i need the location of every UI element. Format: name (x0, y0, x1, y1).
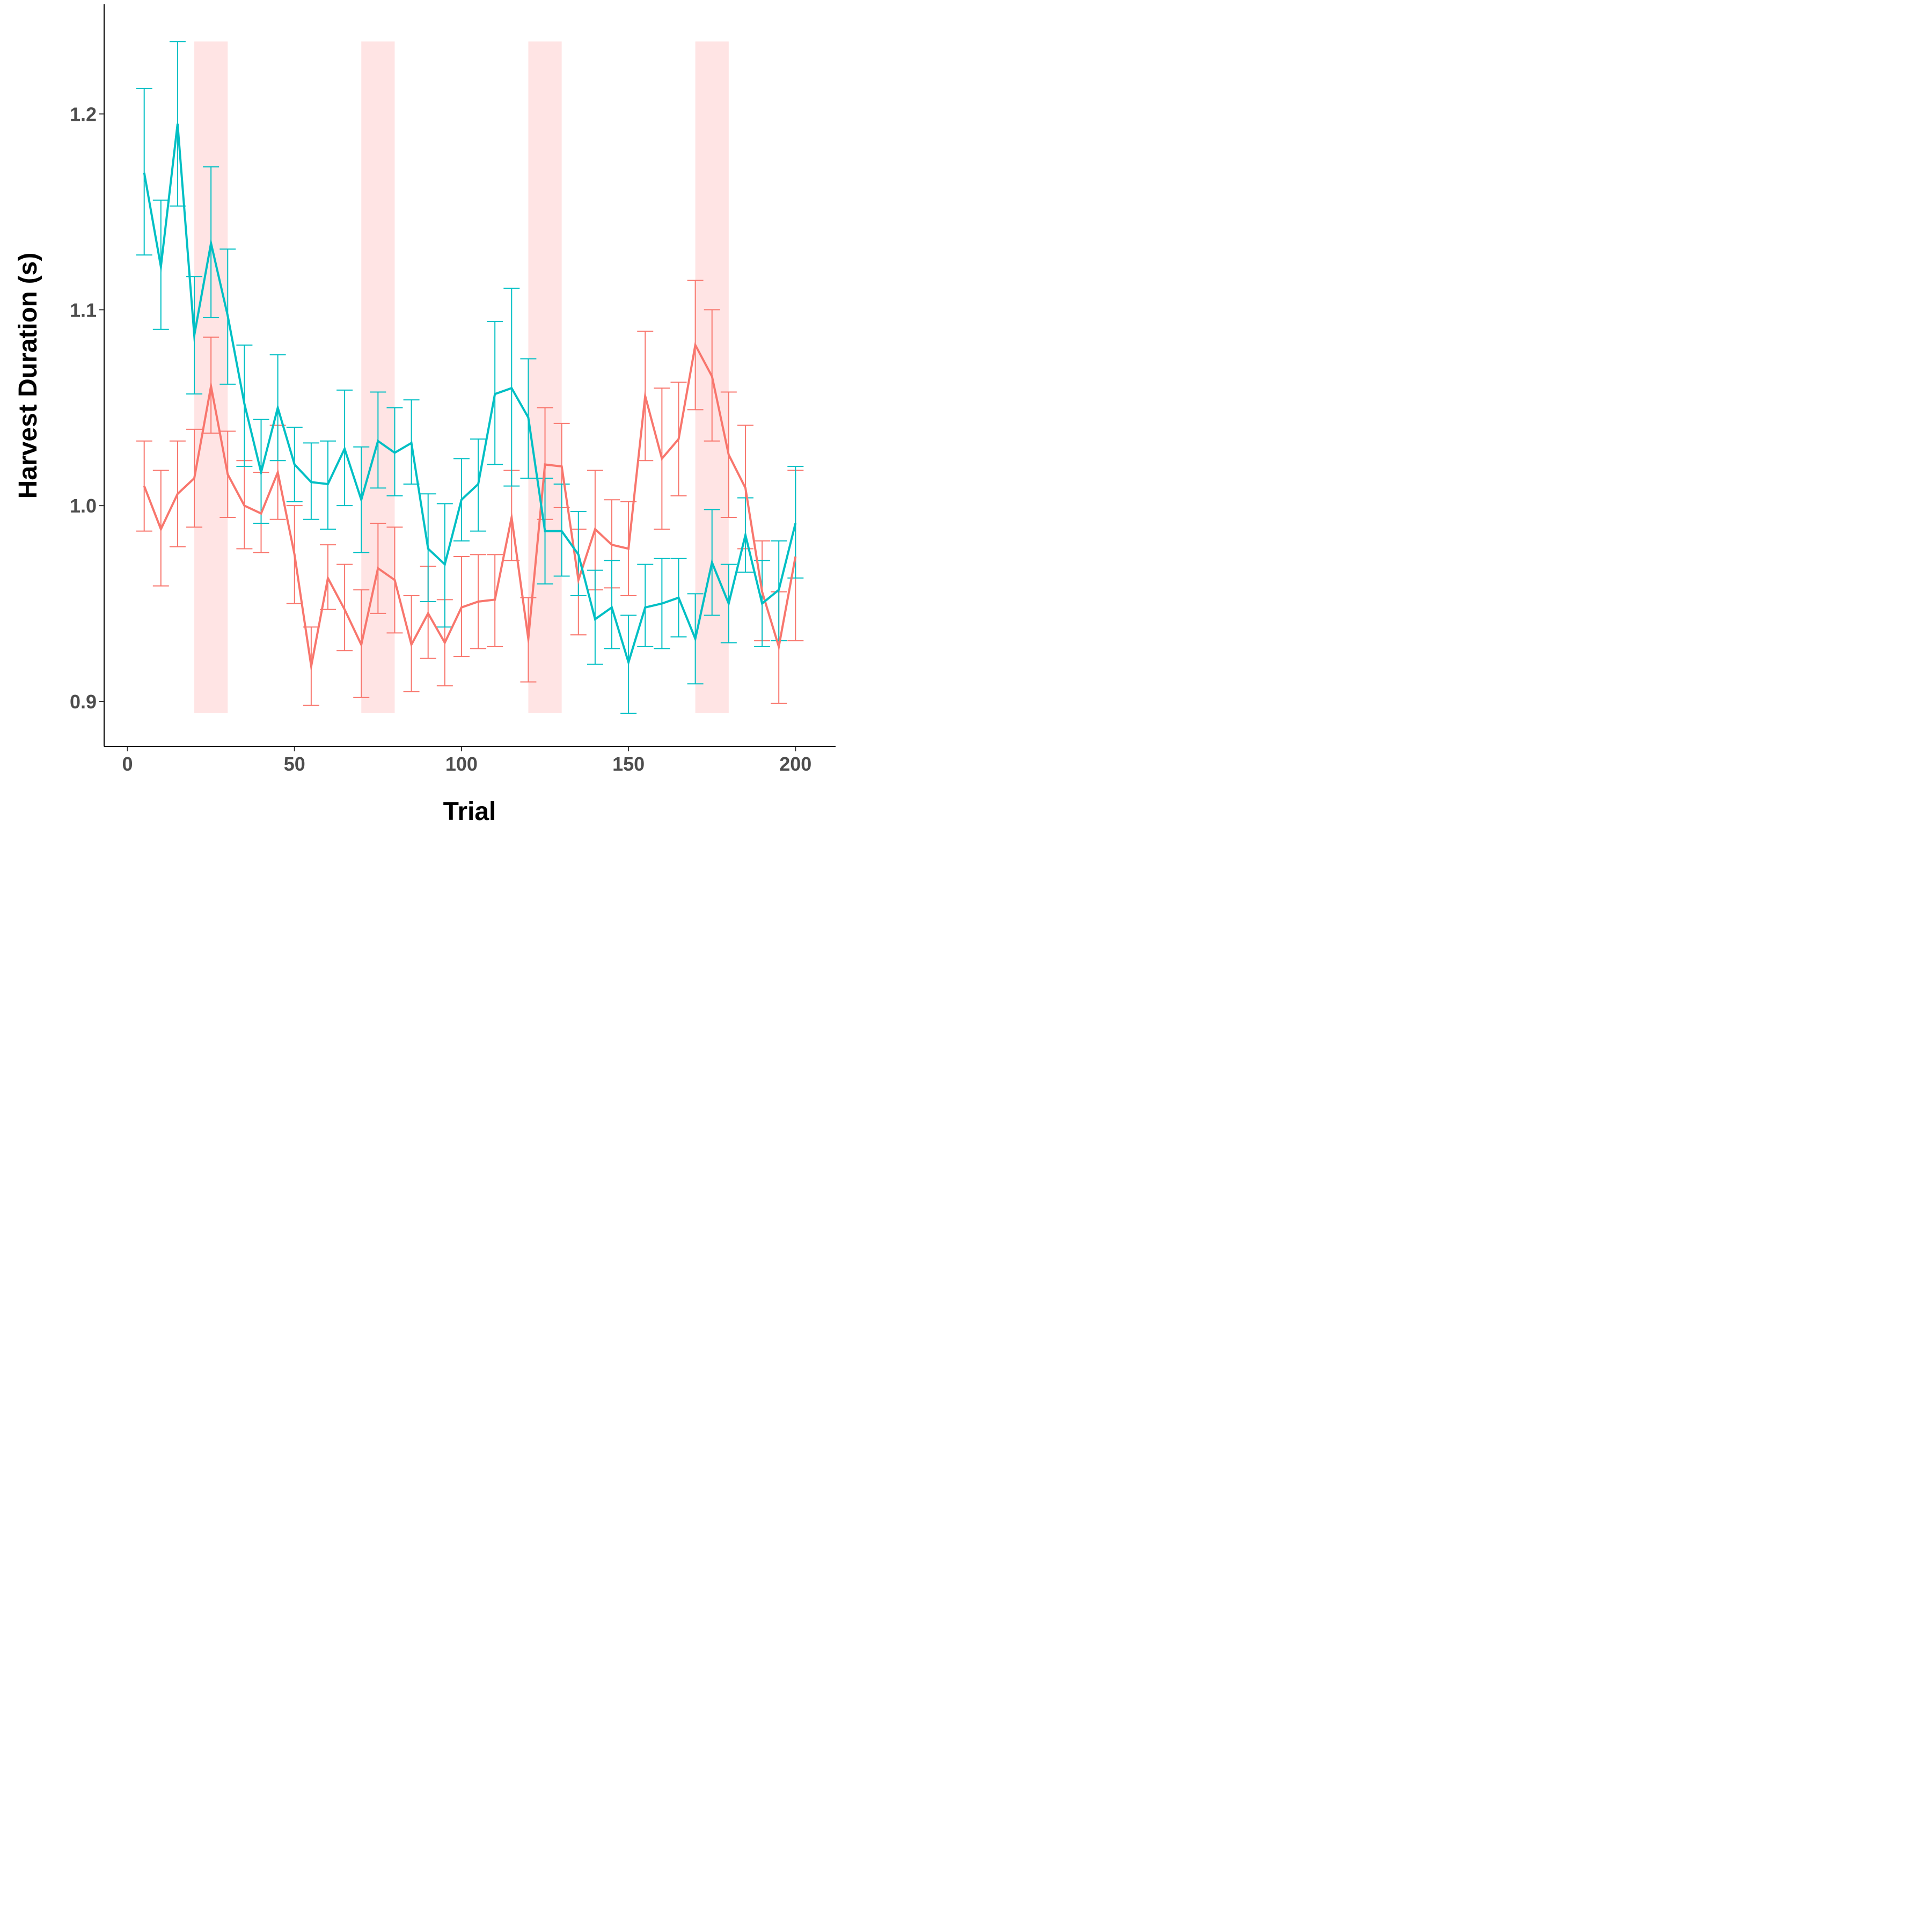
axes (104, 4, 836, 747)
x-tick-label: 100 (445, 753, 478, 775)
x-tick-label: 50 (284, 753, 305, 775)
y-tick-label: 1.1 (70, 299, 97, 321)
y-tick-label: 0.9 (70, 691, 97, 713)
x-tick-label: 0 (122, 753, 133, 775)
axis-ticks: 0 50 100 150 200 0.9 1.0 1.1 1.2 (70, 103, 811, 775)
teal-error-bar (604, 560, 620, 649)
shaded-regions (194, 41, 729, 713)
teal-series-line (143, 123, 797, 666)
harvest-duration-chart: 0 50 100 150 200 0.9 1.0 1.1 1.2 Trial Harvest D… (14, 4, 836, 826)
teal-error-bar (136, 87, 152, 256)
x-axis-title: Trial (443, 797, 496, 826)
x-tick-label: 150 (612, 753, 645, 775)
y-tick-label: 1.0 (70, 495, 97, 517)
red-error-bar (136, 440, 152, 532)
shaded-region-3 (528, 41, 562, 713)
x-tick-label: 200 (779, 753, 811, 775)
red-series-line (143, 341, 797, 673)
y-tick-label: 1.2 (70, 103, 97, 125)
y-axis-title: Harvest Duration (s) (14, 253, 42, 499)
series-lines (143, 123, 797, 673)
teal-error-bar (637, 564, 654, 647)
